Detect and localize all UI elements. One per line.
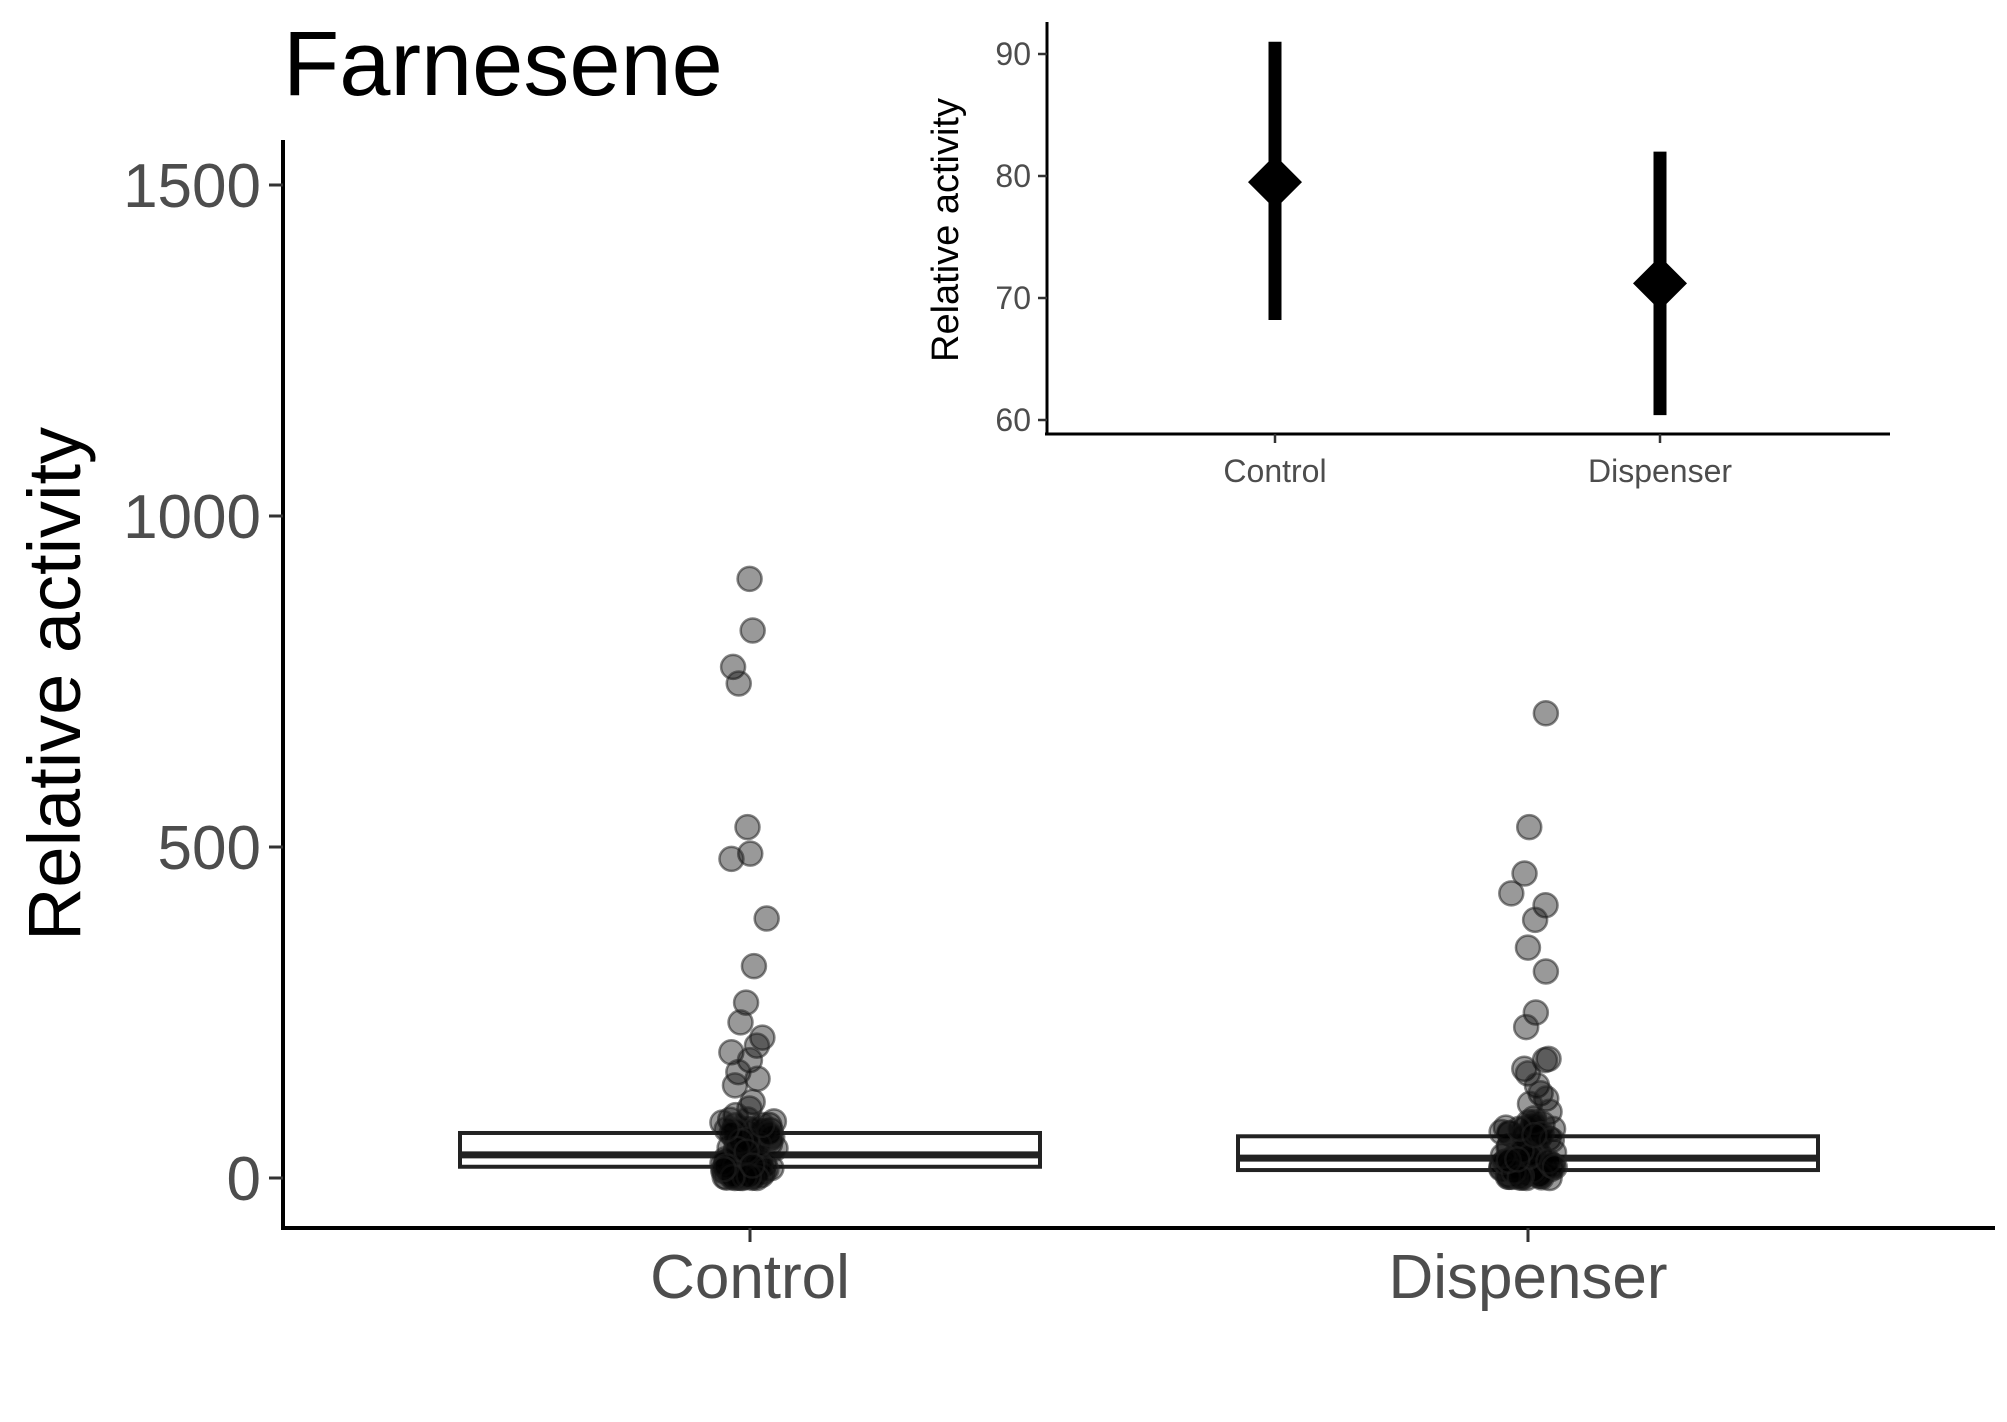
data-point bbox=[734, 813, 761, 841]
data-point bbox=[1521, 1121, 1548, 1149]
pointrange-control bbox=[1248, 41, 1302, 320]
points-dispenser bbox=[1487, 700, 1568, 1192]
data-point bbox=[713, 1116, 740, 1143]
data-point bbox=[1532, 958, 1560, 985]
data-point bbox=[1514, 934, 1542, 961]
data-point bbox=[1532, 892, 1559, 919]
data-point bbox=[1495, 1147, 1523, 1174]
data-point bbox=[725, 670, 752, 697]
inset-x-tick-label: Control bbox=[1223, 453, 1326, 489]
data-point bbox=[1522, 999, 1550, 1026]
data-point bbox=[710, 1155, 737, 1183]
data-point bbox=[736, 565, 763, 593]
y-axis-label: Relative activity bbox=[13, 427, 96, 941]
data-point bbox=[718, 845, 745, 873]
data-point bbox=[727, 1009, 754, 1036]
data-point bbox=[1512, 1013, 1540, 1041]
data-point bbox=[744, 1065, 771, 1092]
x-tick-label: Dispenser bbox=[1388, 1243, 1667, 1312]
y-tick-label: 1500 bbox=[123, 152, 261, 221]
data-point bbox=[1506, 1115, 1533, 1142]
inset-y-tick-label: 70 bbox=[995, 280, 1031, 316]
x-tick-label: Control bbox=[650, 1243, 850, 1312]
inset-x-tick-label: Dispenser bbox=[1588, 453, 1732, 489]
data-point bbox=[1541, 1153, 1568, 1181]
data-point bbox=[753, 905, 780, 932]
data-point bbox=[1515, 813, 1543, 841]
data-point bbox=[1504, 1146, 1531, 1173]
data-point bbox=[719, 653, 747, 681]
points-control bbox=[709, 565, 789, 1192]
data-point bbox=[1532, 700, 1560, 727]
pointrange-dispenser bbox=[1633, 151, 1687, 416]
data-point bbox=[748, 1111, 776, 1139]
inset-y-tick-label: 60 bbox=[995, 402, 1031, 438]
y-tick-label: 0 bbox=[227, 1145, 261, 1214]
data-point bbox=[739, 617, 766, 644]
inset-y-tick-label: 90 bbox=[995, 36, 1031, 72]
data-point bbox=[732, 989, 760, 1016]
data-point bbox=[740, 952, 768, 980]
data-point bbox=[733, 1138, 760, 1165]
data-point bbox=[738, 1152, 766, 1179]
data-point bbox=[1511, 860, 1538, 887]
inset-y-tick-label: 80 bbox=[995, 158, 1031, 194]
y-tick-label: 1000 bbox=[123, 483, 261, 552]
data-point bbox=[1521, 906, 1549, 934]
data-point bbox=[743, 1032, 771, 1059]
inset-y-axis-label: Relative activity bbox=[925, 98, 967, 362]
data-point bbox=[721, 1072, 749, 1099]
data-point bbox=[1498, 880, 1525, 907]
mean-marker bbox=[1248, 155, 1302, 210]
y-tick-label: 500 bbox=[158, 814, 261, 883]
chart-title: Farnesene bbox=[283, 13, 723, 115]
mean-marker bbox=[1633, 256, 1687, 311]
